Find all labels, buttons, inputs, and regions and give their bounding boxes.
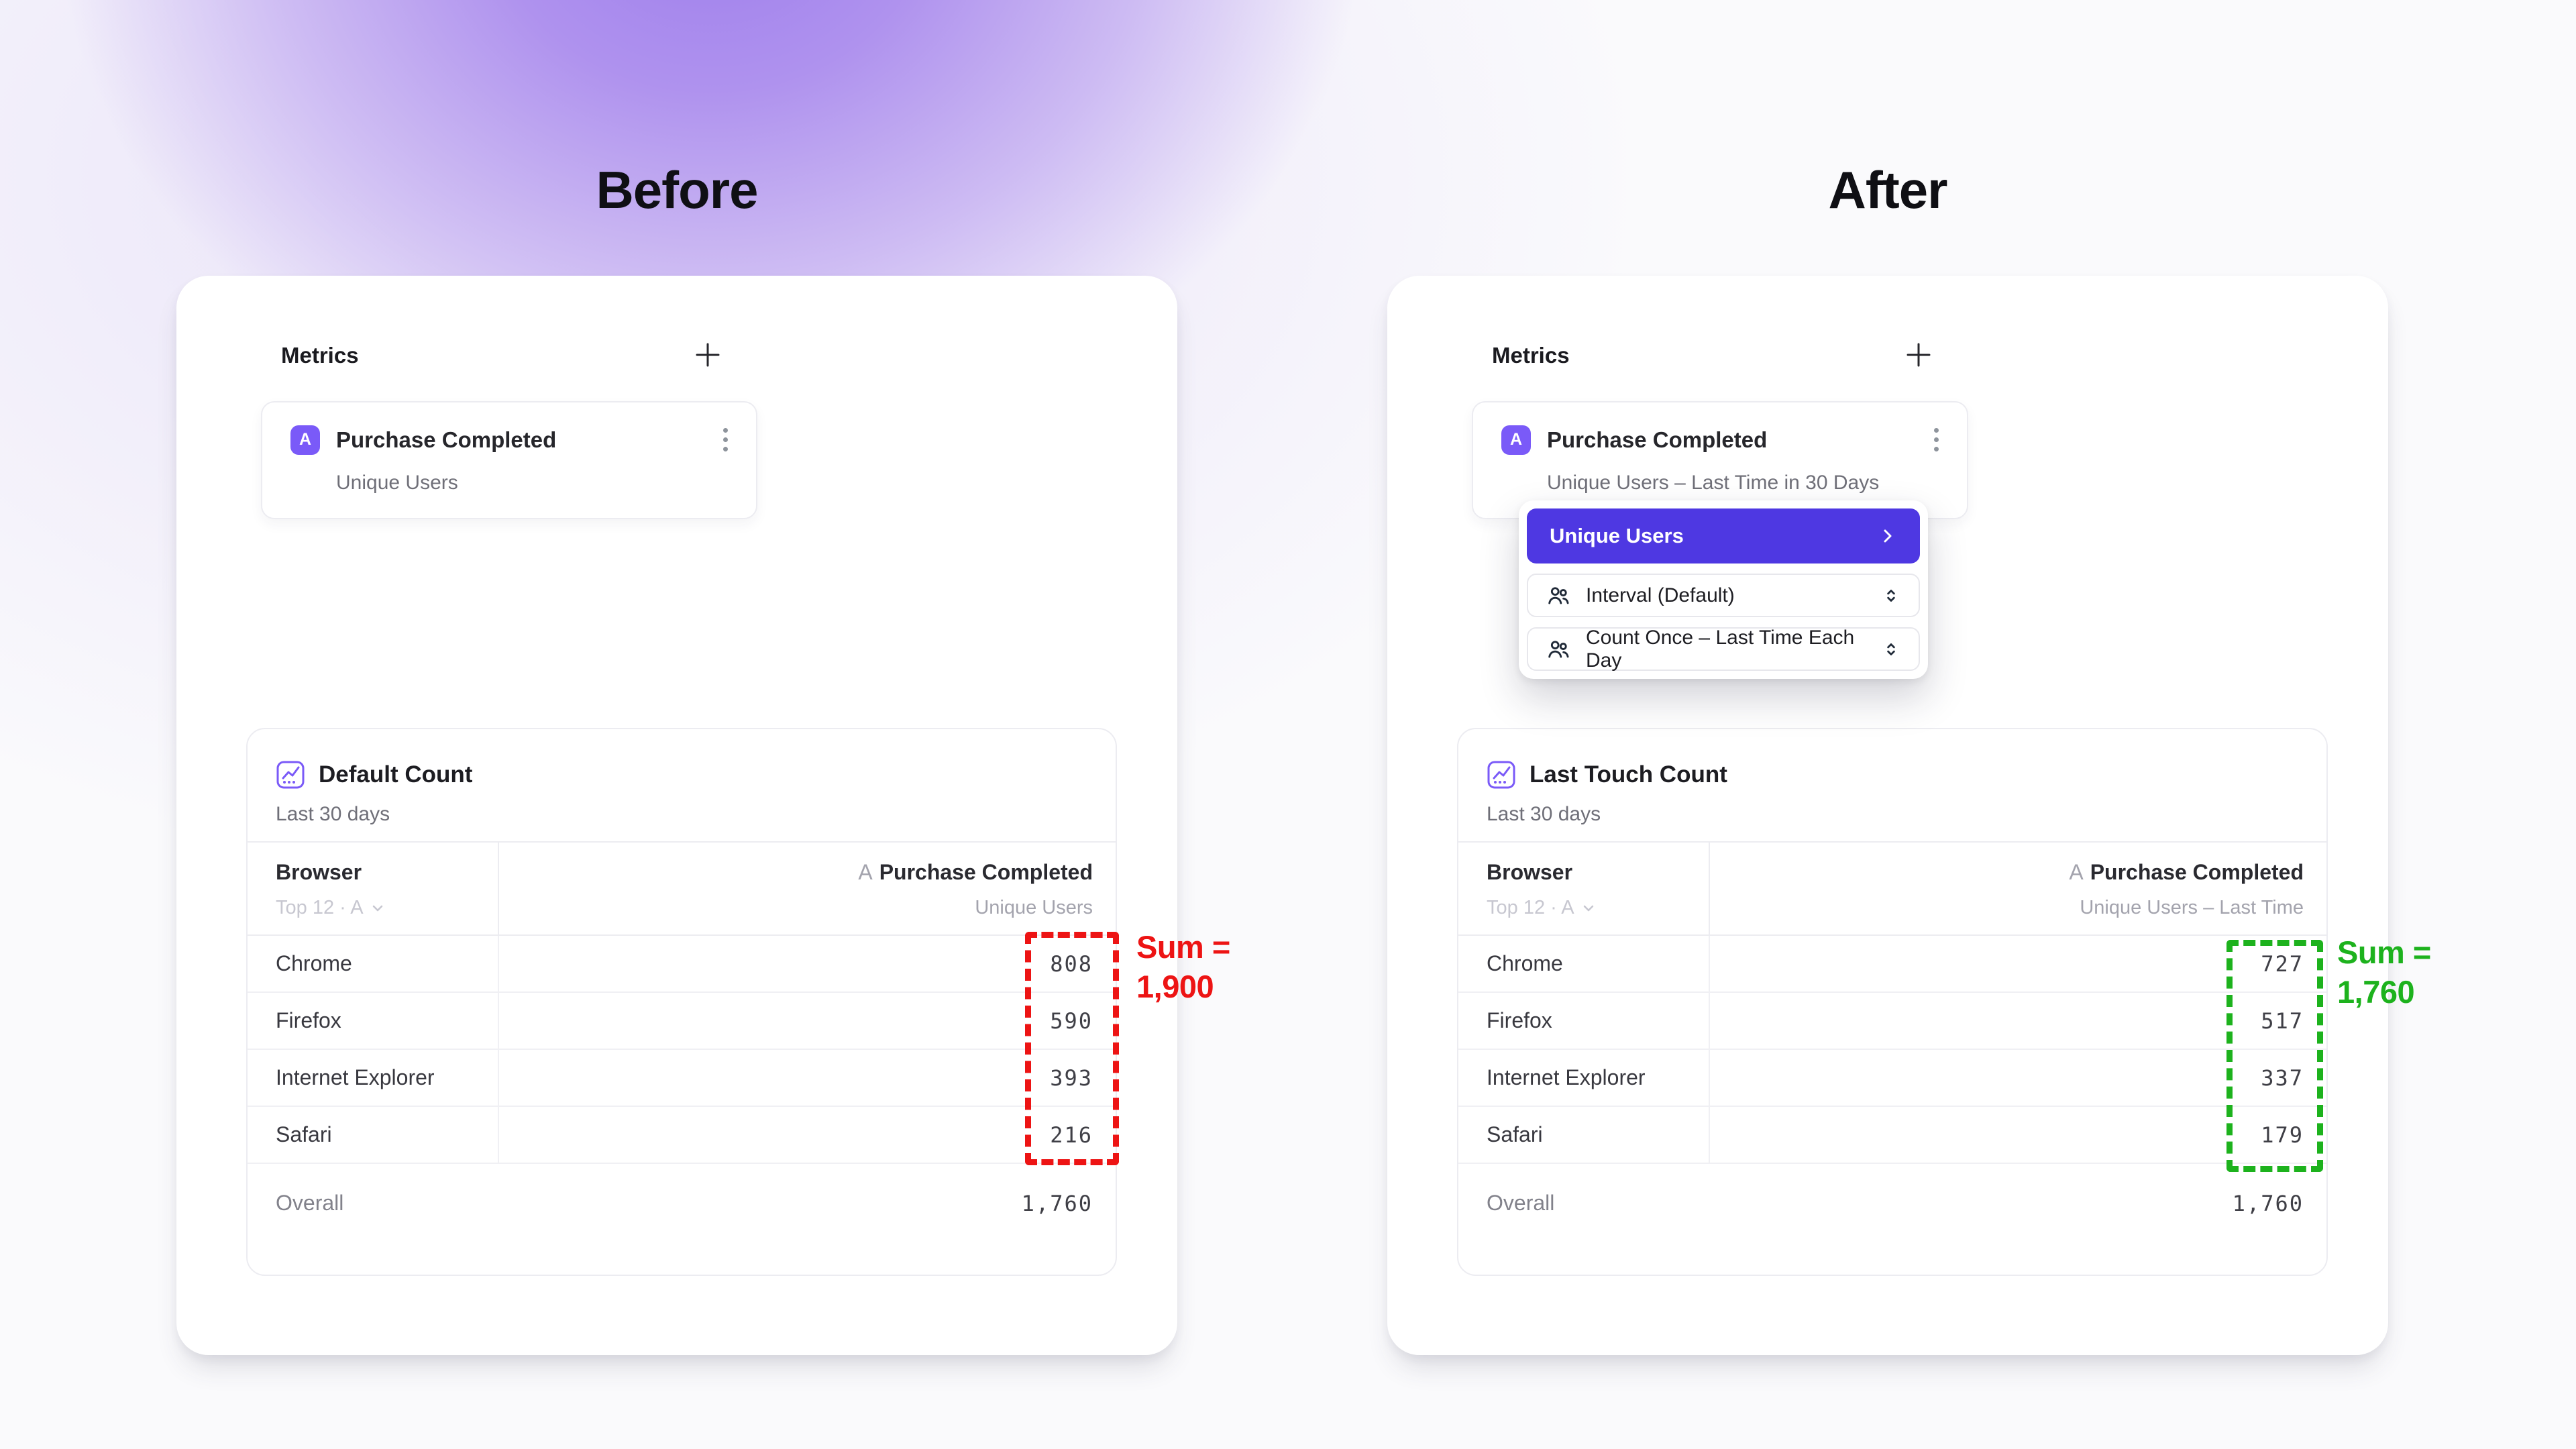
metric-name: Purchase Completed — [336, 427, 557, 452]
dropdown-option-label: Count Once – Last Time Each Day — [1586, 626, 1855, 672]
browser-topn-control[interactable]: Top 12 · A — [276, 897, 498, 919]
chart-icon — [1487, 760, 1516, 790]
table-row: Safari 179 — [1458, 1107, 2326, 1164]
table-row: Chrome 808 — [248, 936, 1116, 993]
dropdown-option-interval[interactable]: Interval (Default) — [1527, 574, 1920, 617]
browser-topn-control[interactable]: Top 12 · A — [1487, 897, 1709, 919]
metric-name: Purchase Completed — [1547, 427, 1768, 452]
updown-chevron-icon — [1881, 586, 1901, 606]
before-panel: Metrics A Purchase Completed Unique User… — [176, 276, 1177, 1355]
plus-icon — [694, 341, 722, 369]
before-heading: Before — [596, 160, 758, 219]
table-row: Chrome 727 — [1458, 936, 2326, 993]
green-sum-annotation: Sum = 1,760 — [2337, 934, 2431, 1010]
table-row: Firefox 517 — [1458, 993, 2326, 1050]
row-value: 808 — [1050, 951, 1093, 977]
row-label: Chrome — [1458, 936, 1710, 991]
metrics-section-title: Metrics — [281, 343, 359, 368]
column-header-metric: A Purchase Completed — [2069, 860, 2304, 884]
result-table-card: Last Touch Count Last 30 days Browser To… — [1457, 728, 2328, 1276]
row-value: 337 — [2261, 1065, 2304, 1091]
overall-value: 1,760 — [1021, 1191, 1093, 1216]
add-metric-button[interactable] — [690, 337, 725, 372]
dropdown-option-label: Interval (Default) — [1586, 584, 1735, 606]
add-metric-button[interactable] — [1901, 337, 1936, 372]
row-value: 216 — [1050, 1122, 1093, 1148]
row-label: Chrome — [248, 936, 499, 991]
row-label: Firefox — [1458, 993, 1710, 1049]
after-panel: Metrics A Purchase Completed Unique User… — [1387, 276, 2388, 1355]
dropdown-option-count-once[interactable]: Count Once – Last Time Each Day — [1527, 626, 1920, 672]
overall-row: Overall 1,760 — [248, 1164, 1116, 1216]
data-table: Browser Top 12 · A A Purchase Completed U… — [248, 841, 1116, 1275]
column-header-metric: A Purchase Completed — [858, 860, 1093, 884]
dropdown-selected-unique-users[interactable]: Unique Users — [1527, 508, 1920, 564]
overall-row: Overall 1,760 — [1458, 1164, 2326, 1216]
row-label: Safari — [248, 1107, 499, 1163]
row-value: 517 — [2261, 1008, 2304, 1034]
chevron-down-icon — [1581, 901, 1596, 916]
table-row: Safari 216 — [248, 1107, 1116, 1164]
red-sum-annotation: Sum = 1,900 — [1136, 929, 1230, 1004]
metrics-section-title: Metrics — [1492, 343, 1570, 368]
users-icon — [1546, 583, 1571, 608]
row-value: 393 — [1050, 1065, 1093, 1091]
overall-label: Overall — [276, 1191, 344, 1215]
row-value: 727 — [2261, 951, 2304, 977]
table-row: Firefox 590 — [248, 993, 1116, 1050]
table-row: Internet Explorer 337 — [1458, 1050, 2326, 1107]
data-table: Browser Top 12 · A A Purchase Completed U… — [1458, 841, 2326, 1275]
row-label: Safari — [1458, 1107, 1710, 1163]
plus-icon — [1904, 341, 1933, 369]
result-table-card: Default Count Last 30 days Browser Top 1… — [246, 728, 1117, 1276]
row-value: 179 — [2261, 1122, 2304, 1148]
metric-menu-button[interactable] — [718, 424, 733, 455]
table-date-range: Last 30 days — [1487, 803, 1601, 825]
row-label: Internet Explorer — [248, 1050, 499, 1106]
after-heading: After — [1828, 160, 1947, 219]
chart-icon — [276, 760, 305, 790]
overall-label: Overall — [1487, 1191, 1555, 1215]
chevron-down-icon — [370, 901, 385, 916]
column-header-browser: Browser — [276, 860, 362, 884]
users-icon — [1546, 637, 1571, 662]
metric-menu-button[interactable] — [1929, 424, 1944, 455]
metric-subtitle: Unique Users — [336, 472, 458, 494]
overall-value: 1,760 — [2232, 1191, 2304, 1216]
metric-card[interactable]: A Purchase Completed Unique Users — [261, 401, 757, 519]
column-header-browser: Browser — [1487, 860, 1573, 884]
measured-as-dropdown: Unique Users Interval (Default) — [1519, 500, 1928, 679]
table-title: Last Touch Count — [1529, 761, 1727, 788]
table-date-range: Last 30 days — [276, 803, 390, 825]
metric-subtitle: Unique Users – Last Time in 30 Days — [1547, 472, 1880, 494]
row-label: Firefox — [248, 993, 499, 1049]
row-label: Internet Explorer — [1458, 1050, 1710, 1106]
table-row: Internet Explorer 393 — [248, 1050, 1116, 1107]
row-value: 590 — [1050, 1008, 1093, 1034]
column-header-metric-sub: Unique Users – Last Time — [2080, 897, 2304, 918]
metric-badge: A — [1501, 425, 1531, 455]
chevron-right-icon — [1878, 527, 1897, 545]
metric-badge: A — [290, 425, 320, 455]
column-header-metric-sub: Unique Users — [975, 897, 1093, 918]
updown-chevron-icon — [1881, 639, 1901, 659]
table-title: Default Count — [319, 761, 473, 788]
dropdown-selected-label: Unique Users — [1550, 524, 1684, 547]
